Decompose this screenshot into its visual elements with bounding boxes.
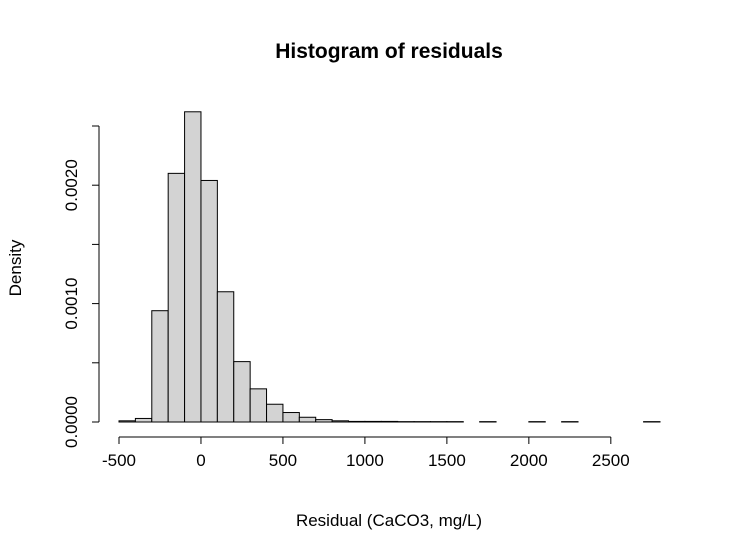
y-tick-label: 0.0000 xyxy=(62,396,81,448)
x-axis: -500 0 500 1000 1500 2000 2500 xyxy=(102,436,630,470)
histogram-bar xyxy=(216,291,235,423)
x-tick-label: 2000 xyxy=(510,451,548,470)
histogram-bar xyxy=(184,111,202,423)
x-tick-label: -500 xyxy=(102,451,136,470)
y-axis-label: Density xyxy=(6,239,25,296)
histogram-bar xyxy=(266,403,284,423)
histogram-bar xyxy=(151,310,169,423)
x-tick-label: 2500 xyxy=(592,451,630,470)
histogram-bar xyxy=(364,420,382,423)
histogram-bar xyxy=(331,420,350,423)
y-tick-label: 0.0020 xyxy=(62,159,81,211)
x-axis-label: Residual (CaCO3, mg/L) xyxy=(296,511,482,530)
histogram-bar xyxy=(118,420,136,423)
y-tick-label: 0.0010 xyxy=(62,278,81,330)
x-tick-label: 500 xyxy=(269,451,297,470)
x-tick-label: 1500 xyxy=(428,451,466,470)
histogram-bar xyxy=(348,420,366,423)
histogram-bar xyxy=(134,417,153,423)
histogram-bar xyxy=(233,361,251,423)
histogram-bar xyxy=(249,388,268,423)
x-tick-label: 1000 xyxy=(346,451,384,470)
bars-group xyxy=(118,111,661,423)
histogram-bar xyxy=(315,419,333,423)
x-tick-label: 0 xyxy=(196,451,205,470)
histogram-bar xyxy=(380,420,399,423)
chart-title: Histogram of residuals xyxy=(275,40,503,63)
histogram-bar xyxy=(282,412,300,423)
histogram-bar xyxy=(200,179,218,423)
y-axis: 0.0000 0.0010 0.0020 xyxy=(62,125,100,448)
histogram-bar xyxy=(298,416,317,423)
histogram-bar xyxy=(167,172,186,423)
